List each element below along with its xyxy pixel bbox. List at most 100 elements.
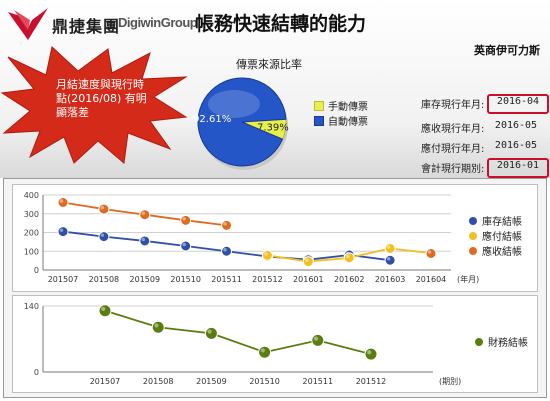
data-point-highlight: [101, 306, 106, 312]
data-point-highlight: [59, 228, 64, 232]
y-tick-label: 0: [34, 368, 39, 377]
data-point-highlight: [59, 199, 64, 203]
data-point-highlight: [182, 217, 186, 221]
data-point: [302, 256, 314, 268]
x-tick-label: 201603: [375, 275, 406, 284]
status-label: 庫存現行年月:: [421, 100, 485, 111]
x-tick-label: 201510: [170, 275, 201, 284]
data-point: [139, 235, 151, 247]
finance-closing-line-chart: 0 140 201507 201508 201509 201510 201511 201512…: [24, 302, 462, 386]
x-tick-label: 201508: [143, 377, 174, 386]
finance-dot-icon: [475, 337, 483, 346]
legend-item-payable: 應付結帳: [469, 228, 522, 243]
pie-slice-label: 7.39%: [257, 123, 289, 134]
data-point: [221, 219, 233, 231]
closing-chart-box: 0 100 200 300 400 201507 201508 201509 201510 201…: [12, 184, 538, 292]
x-tick-label: 201507: [90, 377, 121, 386]
data-point-highlight: [223, 248, 227, 252]
digiwin-logo-icon: [8, 8, 48, 40]
data-point: [139, 209, 151, 221]
data-point: [311, 333, 325, 347]
data-point: [204, 326, 218, 340]
data-point: [151, 320, 165, 334]
data-point-highlight: [313, 336, 319, 341]
callout-text: 月結速度與現行時點(2016/08) 有明顯落差: [56, 78, 147, 119]
y-tick-label: 140: [24, 302, 39, 311]
inventory-dot-icon: [469, 216, 477, 225]
company-name: 英商伊可力斯: [474, 44, 540, 57]
x-tick-label: 201512: [252, 275, 283, 284]
legend-item-finance: 財務結帳: [475, 334, 528, 349]
data-point: [384, 242, 396, 254]
receivable-dot-icon: [469, 246, 477, 255]
status-value: 2016-05: [494, 120, 538, 131]
status-value: 2016-04: [487, 94, 549, 114]
data-point: [180, 240, 192, 252]
status-row-inventory: 庫存現行年月: 2016-04: [421, 94, 549, 114]
data-point: [343, 252, 355, 264]
status-label: 會計現行期別:: [421, 164, 485, 175]
manual-swatch-icon: [314, 100, 324, 111]
legend-label: 財務結帳: [488, 338, 528, 349]
data-point: [98, 231, 110, 243]
brand-chinese-name: 鼎捷集團: [52, 17, 121, 36]
pie-legend-item-manual: 手動傳票: [314, 98, 368, 113]
data-point-highlight: [367, 350, 372, 355]
pie-legend-label: 自動傳票: [328, 117, 368, 128]
data-point: [98, 304, 112, 318]
status-label: 應收現行年月:: [421, 124, 485, 135]
charts-panel: 0 100 200 300 400 201507 201508 201509 201510 201…: [3, 178, 547, 398]
finance-chart-box: 0 140 201507 201508 201509 201510 201511 201512…: [12, 295, 538, 393]
x-tick-label: 201509: [196, 377, 227, 386]
x-tick-label: 201602: [334, 275, 365, 284]
data-point: [57, 197, 69, 208]
data-point-highlight: [260, 348, 265, 353]
pie-legend: 手動傳票 自動傳票: [314, 98, 368, 128]
x-tick-label: 201601: [293, 275, 324, 284]
x-tick-label: 201507: [48, 275, 79, 284]
legend-label: 應付結帳: [482, 232, 522, 243]
status-row-accounting: 會計現行期別: 2016-01: [421, 158, 549, 178]
status-label: 應付現行年月:: [421, 144, 485, 155]
data-point-highlight: [100, 233, 105, 237]
data-point-highlight: [154, 323, 159, 328]
monthly-closing-line-chart: 0 100 200 300 400 201507 201508 201509 201510 201…: [24, 191, 480, 284]
brand-english-name: DigiwinGroup: [118, 15, 198, 30]
x-tick-label: 201509: [130, 275, 161, 284]
data-point: [221, 245, 233, 257]
data-point-highlight: [386, 257, 391, 261]
legend-item-inventory: 庫存結帳: [469, 213, 522, 228]
data-point-highlight: [386, 245, 391, 249]
closing-chart-legend: 庫存結帳 應付結帳 應收結帳: [469, 213, 522, 258]
legend-label: 應收結帳: [482, 247, 522, 258]
data-point-highlight: [345, 254, 350, 259]
data-point: [98, 203, 110, 215]
data-point: [425, 248, 437, 259]
y-tick-label: 100: [24, 247, 39, 256]
status-row-receivable: 應收現行年月: 2016-05: [421, 118, 545, 136]
data-point-highlight: [141, 237, 146, 242]
data-point: [57, 226, 69, 238]
y-tick-label: 0: [34, 266, 39, 275]
y-tick-label: 200: [24, 229, 39, 238]
data-point: [258, 345, 272, 359]
legend-item-receivable: 應收結帳: [469, 243, 522, 258]
header-area: 鼎捷集團 DigiwinGroup 帳務快速結轉的能力 英商伊可力斯 傳票來源比…: [0, 0, 550, 178]
data-point-highlight: [141, 211, 146, 215]
data-point: [261, 249, 273, 261]
data-point-highlight: [207, 329, 212, 334]
x-tick-label: 201511: [303, 377, 334, 386]
page-title: 帳務快速結轉的能力: [195, 13, 367, 35]
data-point-highlight: [264, 252, 268, 256]
x-axis-label: (年月): [457, 274, 479, 284]
auto-swatch-icon: [314, 115, 324, 126]
x-tick-label: 201508: [89, 275, 120, 284]
x-tick-label: 201510: [249, 377, 280, 386]
data-point: [364, 347, 378, 361]
y-tick-label: 400: [24, 191, 39, 200]
y-tick-label: 300: [24, 210, 39, 219]
pie-slice-label: 92.61%: [193, 114, 231, 125]
data-point-highlight: [305, 258, 309, 262]
x-axis-label: (期別): [439, 377, 461, 386]
data-point: [180, 214, 192, 226]
